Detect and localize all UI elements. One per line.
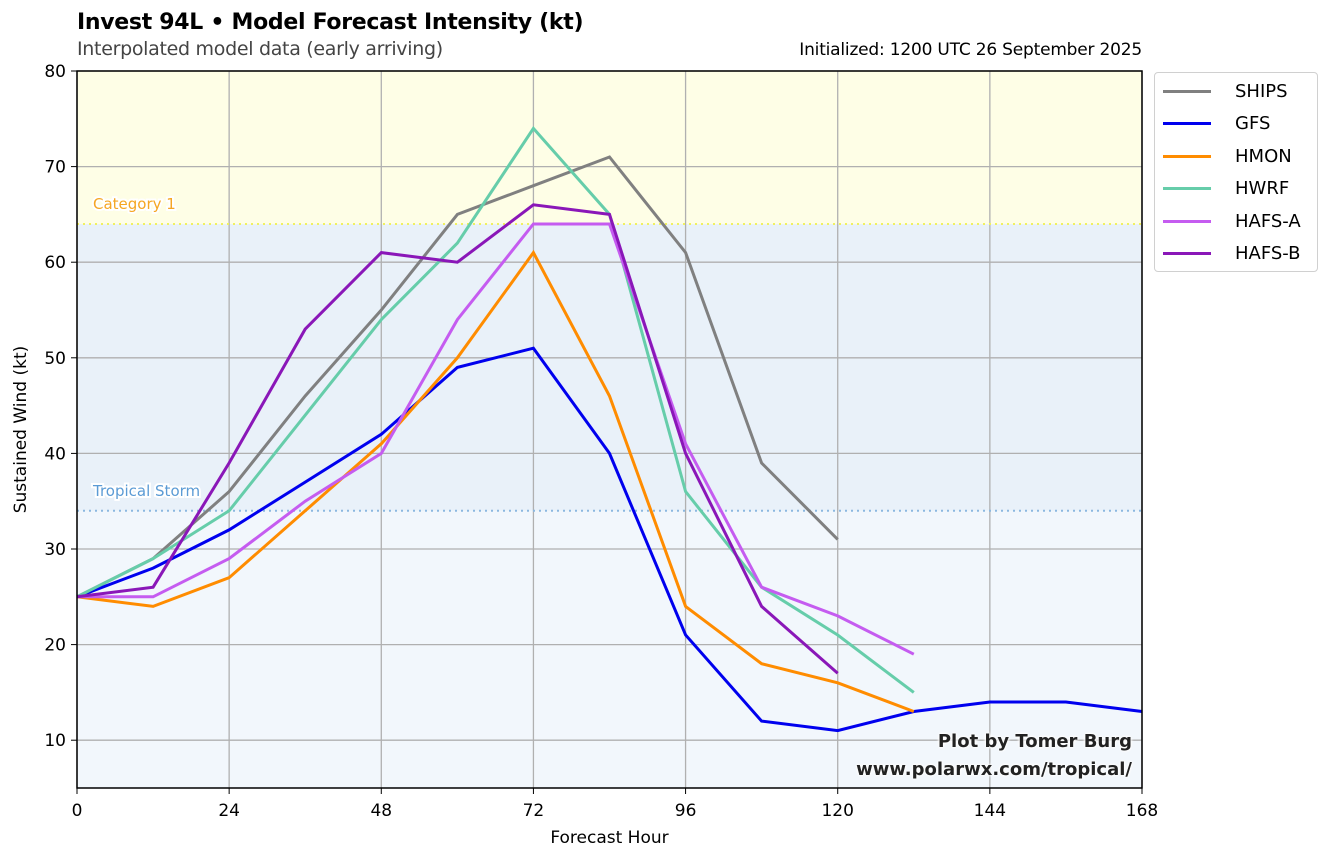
- series-line-hwrf: [76, 125, 915, 694]
- chart-subtitle: Interpolated model data (early arriving): [77, 38, 443, 60]
- band-category-1: [77, 71, 1142, 224]
- band-tropical-storm: [77, 223, 1142, 511]
- legend-label: HMON: [1235, 145, 1292, 167]
- legend-swatch: [1163, 89, 1211, 93]
- x-tick-label: 96: [675, 801, 697, 821]
- y-tick-label: 80: [44, 62, 66, 82]
- legend-item-hwrf: HWRF: [1163, 177, 1289, 201]
- credit-url: www.polarwx.com/tropical/: [856, 759, 1132, 780]
- legend-item-gfs: GFS: [1163, 112, 1270, 136]
- y-axis-label: Sustained Wind (kt): [11, 346, 31, 514]
- x-tick-label: 168: [1126, 801, 1158, 821]
- y-tick-label: 40: [44, 444, 66, 464]
- plot-frame: [76, 70, 1143, 789]
- x-axis-label: Forecast Hour: [550, 828, 668, 848]
- x-tick-label: 144: [974, 801, 1006, 821]
- y-tick-label: 60: [44, 253, 66, 273]
- y-tick-label: 30: [44, 540, 66, 560]
- y-tick-label: 20: [44, 636, 66, 656]
- initialized-time: Initialized: 1200 UTC 26 September 2025: [799, 40, 1142, 60]
- category-1-label: Category 1: [93, 195, 176, 213]
- legend-label: SHIPS: [1235, 80, 1288, 102]
- legend-swatch: [1163, 219, 1211, 223]
- legend-label: HAFS-A: [1235, 210, 1301, 232]
- legend-swatch: [1163, 187, 1211, 190]
- series-line-hafs-a: [77, 222, 915, 656]
- legend: SHIPS GFS HMON HWRF HAFS-A HAFS-B: [1154, 72, 1318, 272]
- axes: 0 24 48 72 96 120 144 168 10 20 30 40 50 60 70 80 Foreca…: [11, 62, 1158, 848]
- series-lines: [76, 125, 1143, 733]
- x-tick-label: 120: [821, 801, 853, 821]
- x-tick-label: 0: [72, 801, 83, 821]
- series-line-gfs: [76, 346, 1143, 733]
- x-tick-label: 24: [218, 801, 240, 821]
- series-line-hafs-b: [76, 203, 839, 675]
- legend-label: HWRF: [1235, 178, 1290, 199]
- legend-swatch: [1163, 154, 1211, 158]
- y-tick-label: 10: [44, 731, 66, 751]
- x-tick-label: 72: [523, 801, 545, 821]
- y-tick-label: 50: [44, 349, 66, 369]
- legend-label: GFS: [1235, 113, 1271, 134]
- intensity-bands: [77, 71, 1142, 788]
- chart-title: Invest 94L • Model Forecast Intensity (k…: [77, 10, 584, 35]
- threshold-lines: Tropical Storm Category 1: [77, 193, 1142, 512]
- series-line-ships: [76, 155, 839, 599]
- credit-author: Plot by Tomer Burg: [937, 731, 1132, 752]
- legend-swatch: [1163, 122, 1211, 125]
- legend-item-ships: SHIPS: [1163, 79, 1288, 103]
- legend-label: HAFS-B: [1235, 243, 1301, 264]
- y-tick-label: 70: [44, 158, 66, 178]
- x-tick-label: 48: [370, 801, 392, 821]
- series-line-hmon: [76, 249, 915, 713]
- legend-item-hmon: HMON: [1163, 144, 1292, 168]
- legend-item-hafs-b: HAFS-B: [1163, 242, 1301, 266]
- legend-item-hafs-a: HAFS-A: [1163, 209, 1301, 233]
- legend-swatch: [1163, 252, 1211, 255]
- tropical-storm-label: Tropical Storm: [92, 482, 200, 500]
